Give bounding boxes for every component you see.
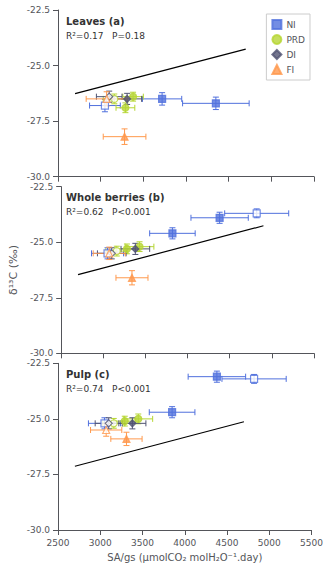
svg-text:-22.5: -22.5 [27,358,50,368]
svg-text:-27.5: -27.5 [27,116,50,126]
svg-text:-30.0: -30.0 [27,172,51,182]
svg-text:PRD: PRD [286,35,305,45]
svg-text:-27.5: -27.5 [30,293,53,303]
svg-text:-25.0: -25.0 [27,414,51,424]
svg-text:NI: NI [286,20,295,30]
svg-text:4000: 4000 [173,538,196,548]
svg-text:Leaves (a): Leaves (a) [66,16,125,27]
svg-text:FI: FI [286,65,294,75]
svg-text:Pulp (c): Pulp (c) [66,369,110,380]
svg-text:4500: 4500 [216,538,239,548]
svg-text:3000: 3000 [89,538,112,548]
svg-text:5000: 5000 [258,538,281,548]
svg-text:R²=0.74 P<0.001: R²=0.74 P<0.001 [66,384,151,394]
svg-text:-30.0: -30.0 [30,348,54,358]
svg-text:-27.5: -27.5 [27,469,50,479]
svg-text:SA/gs (μmolCO₂ molH₂O⁻¹.day): SA/gs (μmolCO₂ molH₂O⁻¹.day) [107,552,262,563]
svg-text:2500: 2500 [47,538,70,548]
svg-text:DI: DI [286,50,296,60]
svg-text:3500: 3500 [131,538,154,548]
svg-text:Whole berries (b): Whole berries (b) [66,192,164,203]
svg-text:-25.0: -25.0 [27,61,51,71]
svg-text:-30.0: -30.0 [27,525,51,535]
svg-text:-22.5: -22.5 [27,5,50,15]
svg-text:R²=0.62 P<0.001: R²=0.62 P<0.001 [66,207,151,217]
svg-text:R²=0.17 P=0.18: R²=0.17 P=0.18 [66,31,145,41]
svg-text:5500: 5500 [300,538,323,548]
svg-text:δ¹³C (‰): δ¹³C (‰) [7,245,20,295]
svg-text:-25.0: -25.0 [30,237,54,247]
svg-text:-22.5: -22.5 [30,182,53,192]
